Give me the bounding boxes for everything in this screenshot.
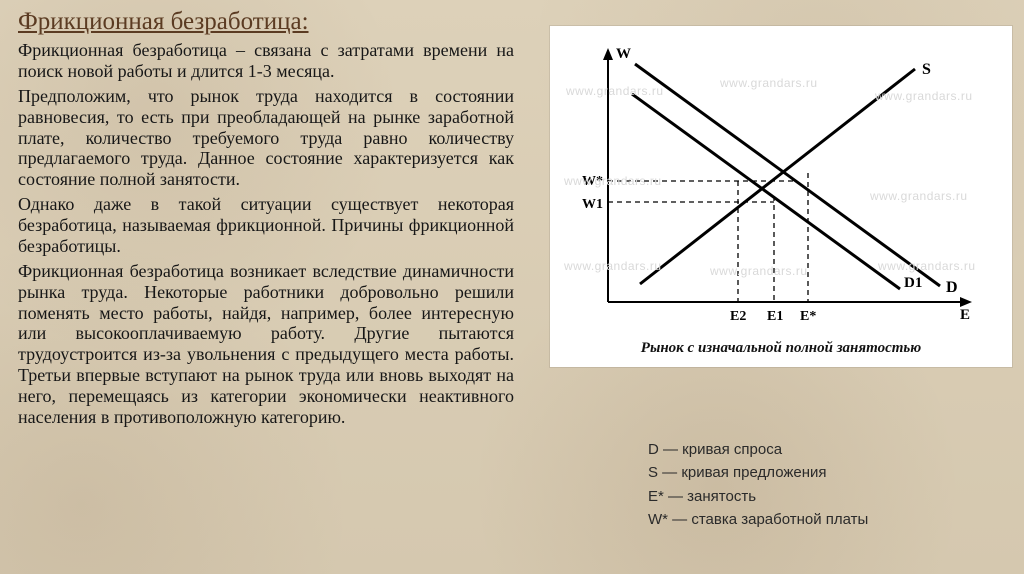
legend-item-s: S — кривая предложения: [648, 461, 868, 484]
demand1-label: D1: [904, 275, 922, 291]
supply-line: [640, 69, 915, 284]
paragraph-1: Фрикционная безработица – связана с затр…: [18, 40, 514, 82]
supply-label: S: [922, 61, 931, 78]
legend: D — кривая спроса S — кривая предложения…: [648, 438, 868, 531]
legend-item-w: W* — ставка заработной платы: [648, 508, 868, 531]
y-axis-label: W: [616, 46, 631, 62]
xtick-estar: E*: [800, 309, 816, 324]
paragraph-4: Фрикционная безработица возникает вследс…: [18, 261, 514, 428]
chart-panel: www.grandars.ru www.grandars.ru www.gran…: [550, 26, 1012, 367]
paragraph-3: Однако даже в такой ситуации существует …: [18, 194, 514, 257]
ytick-wstar: W*: [582, 174, 603, 189]
demand-label: D: [946, 279, 958, 296]
x-axis-label: E: [960, 307, 970, 323]
supply-demand-chart: www.grandars.ru www.grandars.ru www.gran…: [560, 34, 1002, 334]
xtick-e2: E2: [730, 309, 746, 324]
chart-caption: Рынок с изначальной полной занятостью: [560, 340, 1002, 357]
ytick-w1: W1: [582, 197, 603, 212]
legend-item-d: D — кривая спроса: [648, 438, 868, 461]
slide: Фрикционная безработица: Фрикционная без…: [0, 0, 1024, 574]
paragraph-2: Предположим, что рынок труда находится в…: [18, 86, 514, 190]
legend-item-e: E* — занятость: [648, 485, 868, 508]
chart-svg: W E S D D1: [560, 34, 980, 334]
title: Фрикционная безработица:: [18, 8, 514, 36]
text-column: Фрикционная безработица: Фрикционная без…: [18, 8, 528, 562]
figure-column: www.grandars.ru www.grandars.ru www.gran…: [528, 8, 1006, 562]
xtick-e1: E1: [767, 309, 783, 324]
